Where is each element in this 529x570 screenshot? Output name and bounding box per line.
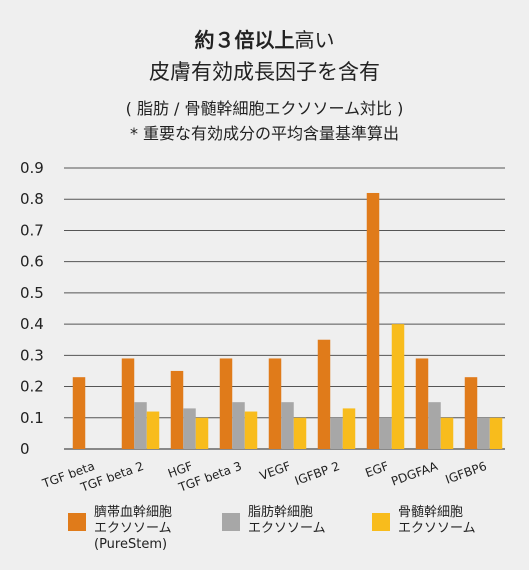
bar-series-1 <box>464 377 478 449</box>
bar-series-1 <box>219 358 233 449</box>
chart-title-line-1: 約３倍以上高い <box>0 24 529 53</box>
y-tick-label: 0.8 <box>20 190 44 208</box>
y-tick-label: 0.5 <box>20 284 44 302</box>
bar-series-1 <box>415 358 429 449</box>
x-tick-label: VEGF <box>258 459 293 483</box>
bar-series-1 <box>317 339 331 449</box>
bar-series-3 <box>293 417 307 449</box>
y-tick-label: 0.4 <box>20 315 44 333</box>
bar-series-2 <box>428 402 441 449</box>
chart-legend: 臍帯血幹細胞 エクソソーム (PureStem) 脂肪幹細胞 エクソソーム 骨髄… <box>0 505 529 565</box>
bar-series-3 <box>489 417 503 449</box>
y-tick-label: 0.1 <box>20 409 44 427</box>
legend-label-bone-marrow: 骨髄幹細胞 エクソソーム <box>398 505 476 536</box>
y-tick-label: 0.2 <box>20 378 44 396</box>
legend-swatch-bone-marrow <box>372 513 390 531</box>
y-tick-label: 0 <box>20 440 30 458</box>
bar-series-1 <box>72 377 86 449</box>
legend-item-umbilical: 臍帯血幹細胞 エクソソーム (PureStem) <box>68 505 172 553</box>
bar-series-1 <box>366 192 380 449</box>
y-tick-label: 0.3 <box>20 346 44 364</box>
bar-series-2 <box>232 402 245 449</box>
bar-series-2 <box>281 402 294 449</box>
legend-swatch-umbilical <box>68 513 86 531</box>
bar-series-1 <box>268 358 282 449</box>
bar-series-3 <box>391 324 405 449</box>
legend-label-adipose: 脂肪幹細胞 エクソソーム <box>248 505 326 536</box>
title-suffix: 高い <box>294 28 335 52</box>
legend-swatch-adipose <box>222 513 240 531</box>
bar-series-2 <box>477 417 490 449</box>
bar-series-2 <box>134 402 147 449</box>
legend-item-bone-marrow: 骨髄幹細胞 エクソソーム <box>372 505 476 537</box>
x-tick-label: IGFBP6 <box>443 459 488 487</box>
chart-subtitle-line-2: * 重要な有効成分の平均含量基準算出 <box>129 124 400 143</box>
bar-series-3 <box>244 411 258 449</box>
bar-series-2 <box>379 417 392 449</box>
x-tick-label: PDGFAA <box>389 459 440 489</box>
bar-series-2 <box>183 408 196 449</box>
bar-series-3 <box>146 411 160 449</box>
x-tick-label: EGF <box>363 459 390 480</box>
y-tick-label: 0.7 <box>20 221 44 239</box>
y-tick-label: 0.6 <box>20 253 44 271</box>
legend-item-adipose: 脂肪幹細胞 エクソソーム <box>222 505 326 537</box>
bar-series-3 <box>342 408 356 449</box>
legend-label-umbilical: 臍帯血幹細胞 エクソソーム (PureStem) <box>94 505 173 552</box>
chart-title-line-2: 皮膚有効成長因子を含有 <box>149 60 380 84</box>
bar-series-2 <box>330 417 343 449</box>
bar-series-1 <box>170 370 184 449</box>
title-emphasis: 約３倍以上 <box>194 28 295 52</box>
x-tick-label: IGFBP 2 <box>293 459 342 488</box>
bar-series-3 <box>440 417 454 449</box>
y-tick-label: 0.9 <box>20 159 44 177</box>
bar-series-3 <box>195 417 209 449</box>
bar-series-1 <box>121 358 135 449</box>
chart-subtitle-line-1: ( 脂肪 / 骨髄幹細胞エクソソーム対比 ) <box>125 99 404 118</box>
